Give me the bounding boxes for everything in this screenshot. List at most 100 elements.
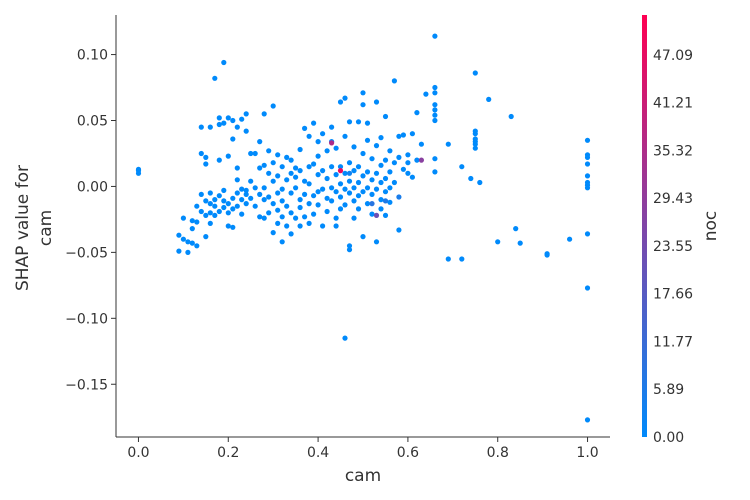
scatter-point	[176, 248, 182, 254]
scatter-point	[351, 168, 357, 174]
scatter-point	[477, 179, 483, 186]
scatter-point	[320, 131, 326, 137]
scatter-point	[432, 102, 438, 108]
scatter-point	[297, 197, 303, 203]
y-tick-label: −0.10	[65, 311, 108, 327]
scatter-point	[351, 185, 357, 191]
colorbar-tick-label: 35.32	[653, 143, 693, 159]
scatter-point	[329, 124, 335, 130]
scatter-point	[346, 178, 353, 184]
scatter-point	[243, 128, 249, 134]
scatter-point	[207, 210, 213, 216]
scatter-point	[333, 215, 339, 221]
scatter-point	[364, 169, 371, 175]
scatter-point	[176, 232, 182, 238]
scatter-point	[185, 239, 191, 245]
scatter-point	[239, 197, 245, 203]
scatter-point	[337, 194, 344, 200]
colorbar-gradient	[642, 15, 647, 437]
scatter-point	[198, 150, 204, 157]
scatter-point	[405, 152, 411, 158]
scatter-point	[288, 210, 294, 216]
scatter-point	[306, 201, 312, 207]
scatter-point	[369, 201, 375, 207]
scatter-point	[257, 191, 263, 197]
scatter-point	[432, 169, 438, 175]
scatter-point	[351, 215, 357, 221]
scatter-point	[486, 96, 492, 102]
scatter-point	[275, 173, 281, 179]
colorbar-tick-label: 29.43	[653, 191, 693, 207]
scatter-point	[302, 214, 308, 220]
scatter-point	[513, 226, 519, 232]
scatter-point	[230, 206, 236, 212]
scatter-point	[203, 198, 209, 204]
scatter-point	[221, 59, 227, 66]
scatter-point	[230, 224, 236, 230]
x-axis-label: cam	[345, 466, 381, 486]
scatter-point	[445, 256, 451, 262]
scatter-point	[329, 164, 335, 170]
scatter-point	[360, 234, 366, 240]
scatter-point	[445, 141, 451, 147]
scatter-point	[315, 139, 321, 145]
colorbar-tick-label: 41.21	[653, 96, 693, 112]
scatter-point	[279, 239, 285, 245]
colorbar-tick-label: 17.66	[653, 287, 693, 303]
scatter-point	[216, 193, 222, 199]
scatter-point	[378, 135, 384, 141]
scatter-points	[135, 33, 591, 423]
scatter-point	[261, 215, 267, 221]
scatter-point	[252, 150, 258, 157]
scatter-point	[311, 211, 317, 217]
scatter-point	[293, 185, 299, 191]
scatter-point	[225, 210, 231, 216]
scatter-point	[369, 191, 375, 197]
scatter-point	[306, 181, 312, 187]
scatter-point	[373, 99, 380, 105]
scatter-point	[396, 194, 402, 200]
scatter-point	[373, 143, 380, 149]
scatter-point	[288, 157, 294, 163]
scatter-point	[288, 231, 294, 237]
scatter-point	[239, 116, 245, 122]
scatter-point	[584, 231, 591, 237]
scatter-point	[266, 194, 272, 200]
scatter-point	[261, 111, 267, 117]
scatter-point	[257, 165, 263, 171]
scatter-point	[360, 150, 366, 157]
scatter-point	[346, 247, 353, 253]
scatter-point	[391, 160, 397, 166]
scatter-point	[432, 156, 438, 162]
scatter-point	[432, 117, 438, 124]
scatter-point	[203, 212, 209, 218]
scatter-point	[293, 174, 299, 180]
scatter-point	[337, 206, 344, 212]
scatter-point	[584, 185, 591, 191]
scatter-point	[432, 84, 438, 91]
scatter-point	[382, 175, 389, 182]
scatter-point	[468, 175, 474, 182]
scatter-point	[329, 185, 335, 191]
scatter-point	[225, 201, 231, 207]
scatter-point	[346, 170, 353, 176]
scatter-point	[243, 191, 249, 197]
scatter-point	[266, 148, 272, 154]
scatter-point	[207, 201, 213, 207]
scatter-point	[279, 186, 285, 192]
scatter-point	[234, 177, 240, 183]
scatter-point	[320, 223, 326, 229]
scatter-point	[302, 191, 308, 197]
scatter-point	[360, 102, 366, 108]
scatter-point	[382, 198, 389, 204]
scatter-point	[221, 198, 227, 204]
scatter-point	[400, 166, 406, 172]
scatter-point	[302, 178, 308, 184]
scatter-point	[342, 202, 348, 208]
scatter-point	[517, 240, 523, 246]
scatter-point	[418, 157, 424, 163]
scatter-point	[508, 113, 514, 120]
scatter-point	[306, 220, 312, 226]
scatter-point	[230, 136, 236, 142]
